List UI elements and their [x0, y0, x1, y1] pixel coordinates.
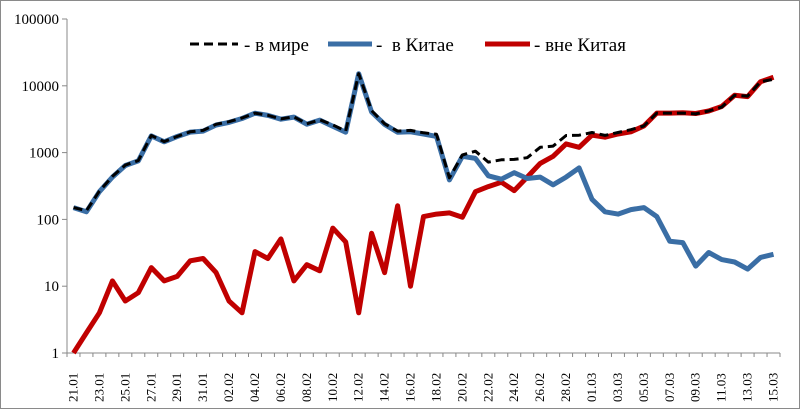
x-tick-label: 23.01	[91, 373, 106, 402]
x-tick-label: 21.01	[65, 373, 80, 402]
y-tick-group: 100000 10000 1000 100 10 1	[14, 12, 67, 362]
x-tick-label: 15.03	[766, 373, 781, 402]
x-tick-group: 21.01 23.01 25.01 27.01 29.01 31.01 02.02 04.02…	[65, 353, 781, 402]
x-tick-label: 24.02	[506, 373, 521, 402]
x-tick-label: 11.03	[714, 373, 729, 402]
x-tick-label: 14.02	[377, 373, 392, 402]
legend-label-china: - в Китае	[376, 35, 454, 56]
axes	[66, 19, 780, 354]
legend-item-outside-china: - вне Китая	[485, 35, 626, 56]
x-tick-label: 01.03	[584, 373, 599, 402]
legend-label-outside-china: - вне Китая	[534, 35, 626, 56]
x-tick-label: 02.02	[221, 373, 236, 402]
x-tick-label: 22.02	[480, 373, 495, 402]
legend-item-world: - в мире	[190, 35, 309, 56]
series-line-outside-china	[71, 74, 775, 355]
legend: - в мире - в Китае - вне Китая	[190, 35, 626, 56]
x-tick-label: 31.01	[195, 373, 210, 402]
y-tick-label: 100	[37, 212, 60, 228]
x-tick-label: 08.02	[299, 373, 314, 402]
y-tick-label: 10000	[22, 79, 60, 95]
series-group	[71, 71, 775, 355]
x-tick-label: 06.02	[273, 373, 288, 402]
x-tick-label: 04.02	[247, 373, 262, 402]
y-tick-label: 100000	[14, 12, 59, 28]
x-tick-label: 16.02	[403, 373, 418, 402]
x-tick-label: 25.01	[117, 373, 132, 402]
x-tick-label: 29.01	[169, 373, 184, 402]
series-line-world	[73, 72, 774, 213]
x-tick-label: 27.01	[143, 373, 158, 402]
x-tick-label: 28.02	[558, 373, 573, 402]
x-tick-label: 13.03	[740, 373, 755, 402]
x-tick-label: 10.02	[325, 373, 340, 402]
x-tick-label: 09.03	[688, 373, 703, 402]
x-tick-label: 07.03	[662, 373, 677, 402]
y-tick-label: 10	[44, 279, 59, 295]
x-tick-label: 03.03	[610, 373, 625, 402]
x-tick-label: 18.02	[428, 373, 443, 402]
x-tick-label: 26.02	[532, 373, 547, 402]
legend-item-china: - в Китае	[328, 35, 454, 56]
x-tick-label: 05.03	[636, 373, 651, 402]
y-tick-label: 1000	[29, 146, 59, 162]
y-tick-label: 1	[52, 346, 60, 362]
x-tick-label: 20.02	[454, 373, 469, 402]
x-tick-label: 12.02	[351, 373, 366, 402]
series-line-china	[72, 71, 775, 272]
legend-label-world: - в мире	[244, 35, 309, 56]
